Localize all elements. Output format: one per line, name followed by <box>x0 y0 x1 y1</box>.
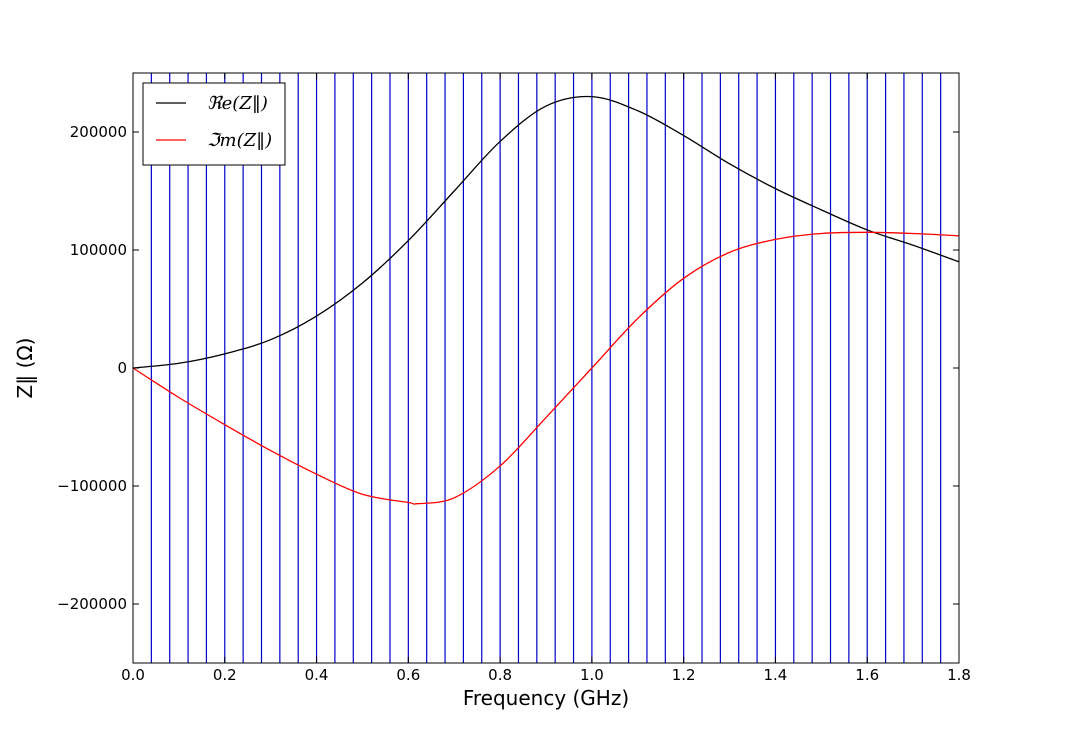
x-tick-label: 0.2 <box>213 666 237 684</box>
x-tick-label: 1.0 <box>580 666 604 684</box>
tick-group: 0.0 0.2 0.4 0.6 0.8 1.0 1.2 1.4 1.6 1.8 −200000 −10… <box>57 73 971 684</box>
y-axis-label: Z‖ (Ω) <box>13 338 37 399</box>
x-tick-label: 0.4 <box>305 666 329 684</box>
x-tick-label: 0.0 <box>121 666 145 684</box>
y-tick-label: −200000 <box>57 595 127 613</box>
series-line-2 <box>133 231 959 505</box>
legend-box <box>142 82 286 166</box>
y-tick-label: 200000 <box>70 123 127 141</box>
x-tick-label: 0.8 <box>488 666 512 684</box>
series-line-1 <box>133 95 959 369</box>
x-tick-label: 1.6 <box>855 666 879 684</box>
x-tick-label: 1.4 <box>764 666 788 684</box>
legend: ℜe(Z‖) ℑm(Z‖) <box>142 82 286 166</box>
x-tick-label: 1.2 <box>672 666 696 684</box>
x-axis-label: Frequency (GHz) <box>463 686 629 710</box>
series-group <box>133 95 959 505</box>
y-tick-label: 0 <box>117 359 127 377</box>
vertical-line-group <box>150 73 942 663</box>
legend-label-2: ℑm(Z‖) <box>207 130 272 151</box>
y-tick-label: 100000 <box>70 241 127 259</box>
plot-background <box>133 73 959 663</box>
legend-label-1: ℜe(Z‖) <box>207 93 268 114</box>
x-tick-label: 0.6 <box>396 666 420 684</box>
x-tick-label: 1.8 <box>947 666 971 684</box>
y-tick-label: −100000 <box>57 477 127 495</box>
